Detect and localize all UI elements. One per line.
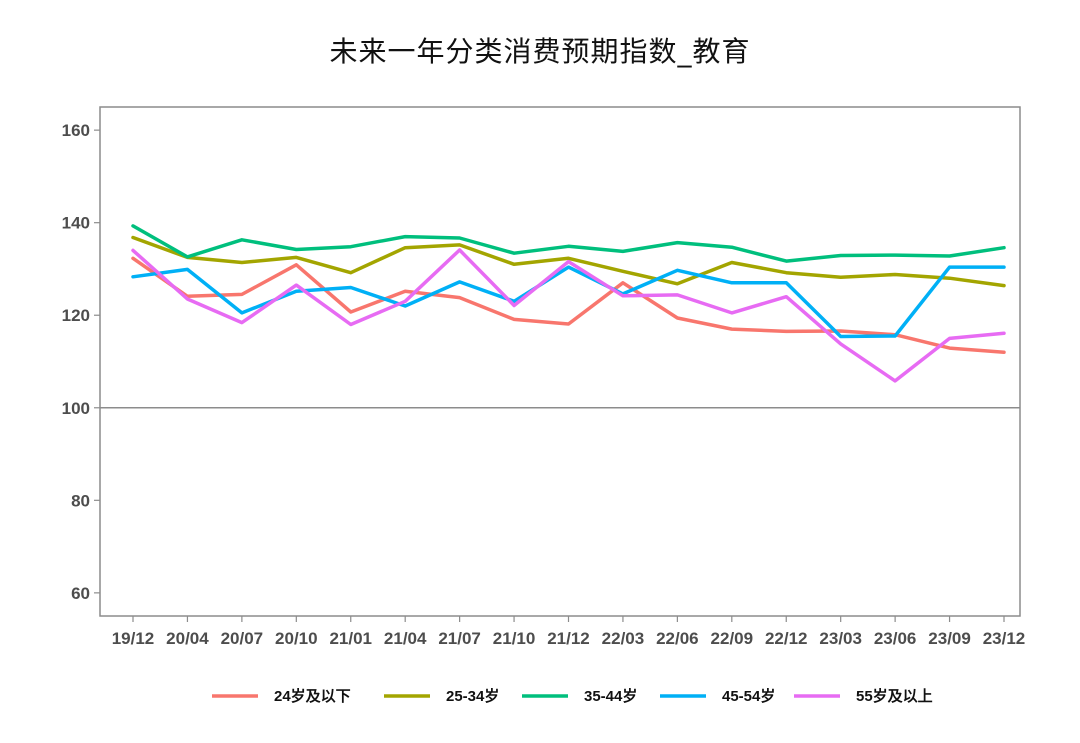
axes-layer: 60 80 100 120 140 160 19/12 20/04 20/07 20/10 21/0… xyxy=(62,106,1026,648)
x-tick-label: 20/04 xyxy=(166,629,209,648)
x-tick-label: 21/12 xyxy=(547,629,590,648)
series-line-5 xyxy=(131,248,1006,383)
x-tick-label: 20/10 xyxy=(275,629,318,648)
x-tick-label: 23/06 xyxy=(874,629,917,648)
legend-label: 35-44岁 xyxy=(584,687,637,705)
x-tick-label: 21/10 xyxy=(493,629,536,648)
x-tick-label: 19/12 xyxy=(112,629,155,648)
chart-title: 未来一年分类消费预期指数_教育 xyxy=(329,35,751,68)
x-tick-label: 22/06 xyxy=(656,629,699,648)
legend-label: 25-34岁 xyxy=(446,687,499,705)
y-tick-label: 140 xyxy=(62,214,90,233)
y-tick-label: 100 xyxy=(62,399,90,418)
x-tick-label: 21/07 xyxy=(438,629,481,648)
legend-label: 24岁及以下 xyxy=(274,687,351,705)
x-tick-label: 21/01 xyxy=(329,629,372,648)
series-line-2 xyxy=(131,235,1006,288)
legend: 24岁及以下 25-34岁 35-44岁 45-54岁 55岁及以上 xyxy=(212,687,933,705)
y-tick-label: 160 xyxy=(62,121,90,140)
x-tick-label: 22/09 xyxy=(711,629,754,648)
series-line-4 xyxy=(131,265,1006,339)
x-tick-label: 21/04 xyxy=(384,629,427,648)
plot-panel-border xyxy=(99,106,1021,617)
series-line-1 xyxy=(131,256,1006,354)
legend-label: 45-54岁 xyxy=(722,687,775,705)
x-tick-label: 20/07 xyxy=(221,629,264,648)
x-tick-label: 22/03 xyxy=(602,629,645,648)
series-layer xyxy=(131,224,1006,383)
y-tick-label: 80 xyxy=(71,491,90,510)
y-tick-label: 60 xyxy=(71,584,90,603)
x-tick-label: 23/03 xyxy=(819,629,862,648)
x-tick-label: 23/09 xyxy=(928,629,971,648)
series-line-3 xyxy=(131,224,1006,263)
x-tick-label: 22/12 xyxy=(765,629,808,648)
x-tick-label: 23/12 xyxy=(983,629,1026,648)
y-tick-label: 120 xyxy=(62,306,90,325)
legend-label: 55岁及以上 xyxy=(856,687,933,705)
